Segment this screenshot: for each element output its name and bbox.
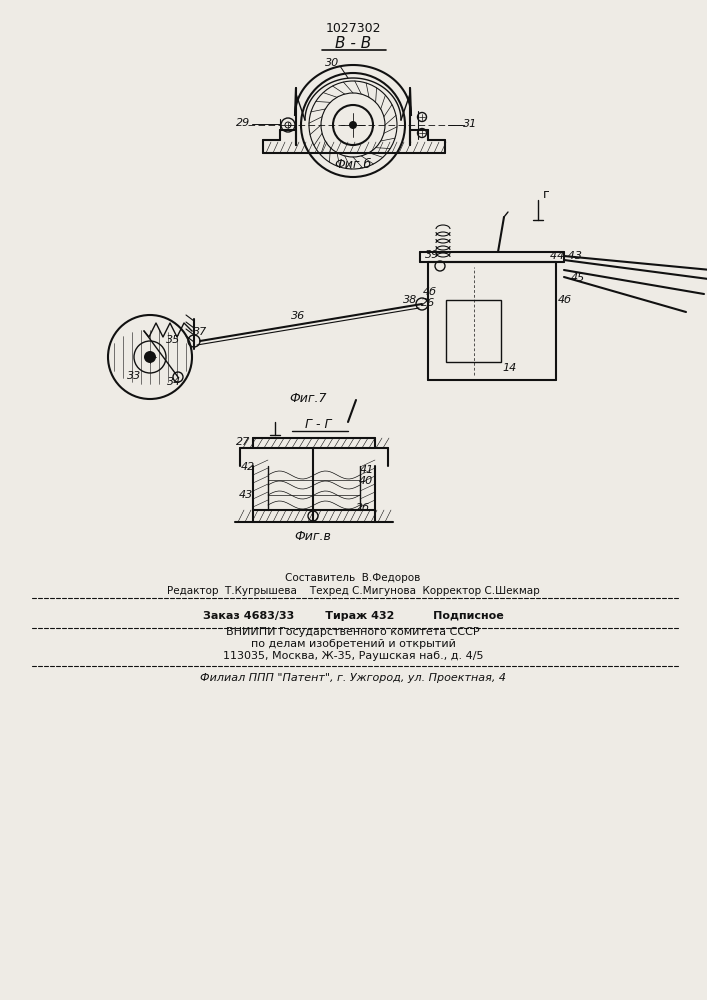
Text: 27: 27 bbox=[236, 437, 250, 447]
Text: 35: 35 bbox=[166, 335, 180, 345]
Text: Филиал ППП "Патент", г. Ужгород, ул. Проектная, 4: Филиал ППП "Патент", г. Ужгород, ул. Про… bbox=[200, 673, 506, 683]
Text: Редактор  Т.Кугрышева    Техред С.Мигунова  Корректор С.Шекмар: Редактор Т.Кугрышева Техред С.Мигунова К… bbox=[167, 586, 539, 596]
Text: Г - Г: Г - Г bbox=[305, 418, 332, 432]
Text: Фиг.в: Фиг.в bbox=[295, 530, 332, 542]
Text: 36: 36 bbox=[291, 311, 305, 321]
Text: B - B: B - B bbox=[335, 36, 371, 51]
Text: Заказ 4683/33        Тираж 432          Подписное: Заказ 4683/33 Тираж 432 Подписное bbox=[203, 611, 503, 621]
Text: 1027302: 1027302 bbox=[325, 21, 381, 34]
Text: 31: 31 bbox=[463, 119, 477, 129]
Text: 38: 38 bbox=[403, 295, 417, 305]
Text: 113035, Москва, Ж-35, Раушская наб., д. 4/5: 113035, Москва, Ж-35, Раушская наб., д. … bbox=[223, 651, 484, 661]
Text: Фиг.7: Фиг.7 bbox=[289, 391, 327, 404]
Text: Составитель  В.Федоров: Составитель В.Федоров bbox=[286, 573, 421, 583]
Text: 4б: 4б bbox=[558, 295, 572, 305]
Text: 42: 42 bbox=[241, 462, 255, 472]
Text: 14: 14 bbox=[503, 363, 517, 373]
Text: 29: 29 bbox=[236, 118, 250, 128]
Text: 26: 26 bbox=[421, 298, 435, 308]
Text: по делам изобретений и открытий: по делам изобретений и открытий bbox=[250, 639, 455, 649]
Text: 4б: 4б bbox=[423, 287, 437, 297]
Text: 40: 40 bbox=[359, 476, 373, 486]
Text: 30: 30 bbox=[325, 58, 339, 68]
Text: 43: 43 bbox=[239, 490, 253, 500]
Text: 45: 45 bbox=[571, 273, 585, 283]
Text: 39: 39 bbox=[425, 250, 439, 260]
Text: 33: 33 bbox=[127, 371, 141, 381]
Text: 41: 41 bbox=[360, 465, 374, 475]
Text: 34: 34 bbox=[167, 377, 181, 387]
Text: 37: 37 bbox=[193, 327, 207, 337]
Text: 44 43: 44 43 bbox=[550, 251, 582, 261]
Bar bbox=[446, 300, 501, 362]
Text: 2б: 2б bbox=[356, 503, 370, 513]
Text: Фиг.б: Фиг.б bbox=[334, 157, 372, 170]
Circle shape bbox=[349, 121, 357, 129]
Text: ВНИИПИ Государственного комитета СССР: ВНИИПИ Государственного комитета СССР bbox=[226, 627, 480, 637]
Circle shape bbox=[144, 351, 156, 363]
Text: г: г bbox=[543, 188, 549, 202]
